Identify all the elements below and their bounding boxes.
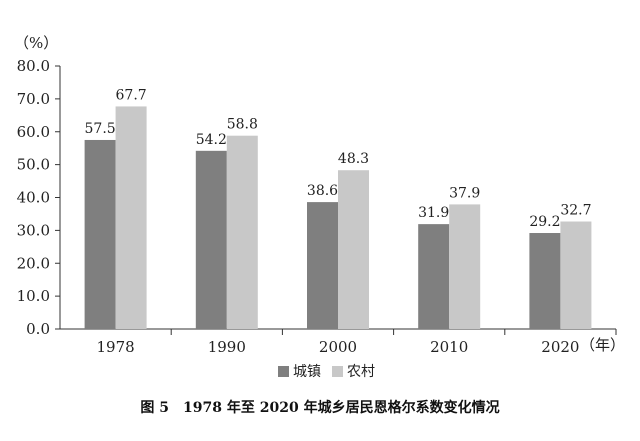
- data-label: 32.7: [560, 202, 591, 218]
- legend: 城镇 农村: [278, 364, 375, 380]
- legend-label: 城镇: [293, 364, 321, 380]
- y-tick-label: 60.0: [17, 123, 50, 141]
- legend-swatch-农村: [332, 366, 343, 377]
- bar-农村-1978: [115, 106, 147, 329]
- bar-农村-2000: [338, 170, 369, 329]
- bar-农村-2010: [449, 204, 481, 329]
- data-label: 48.3: [338, 151, 369, 167]
- bar-城镇-2010: [418, 224, 450, 329]
- y-tick-label: 40.0: [17, 189, 50, 207]
- y-tick-label: 20.0: [17, 254, 50, 272]
- data-label: 38.6: [307, 183, 338, 199]
- y-tick-label: 30.0: [17, 221, 50, 239]
- y-tick-label: 0.0: [26, 320, 50, 338]
- y-tick-label: 80.0: [17, 57, 50, 75]
- data-label: 58.8: [227, 117, 258, 133]
- bars-group: 57.5 67.7 54.258.8 38.648.3 31.937.9 29.232.7: [84, 87, 592, 329]
- chart-caption: 图 5 1978 年至 2020 年城乡居民恩格尔系数变化情况: [140, 399, 499, 416]
- data-label: 31.9: [418, 205, 449, 221]
- data-label: 57.5: [85, 121, 116, 137]
- bar-农村-1990: [226, 135, 258, 329]
- bar-城镇-1978: [84, 139, 116, 329]
- x-axis-ticks: 1978 1990 2000 2010 2020: [97, 329, 617, 356]
- bar-城镇-1990: [195, 150, 227, 329]
- x-tick-label: 2010: [430, 338, 468, 356]
- bar-农村-2020: [560, 221, 592, 329]
- data-label: 67.7: [116, 87, 147, 103]
- x-tick-label: 1990: [208, 338, 246, 356]
- y-tick-label: 50.0: [17, 156, 50, 174]
- x-tick-label: 2020: [541, 338, 579, 356]
- data-label: 54.2: [196, 132, 227, 148]
- x-tick-label: 1978: [97, 338, 135, 356]
- legend-label: 农村: [347, 364, 375, 380]
- bar-城镇-2000: [307, 202, 338, 329]
- y-axis-ticks: 0.0 10.0 20.0 30.0 40.0 50.0 60.0 70.0 80.0: [17, 57, 60, 338]
- y-axis-unit-label: （%）: [14, 34, 58, 52]
- watermark-text: @财经刘大亨: [546, 412, 630, 429]
- x-axis-unit-label: （年）: [580, 336, 625, 354]
- data-label: 37.9: [449, 185, 480, 201]
- y-tick-label: 10.0: [17, 287, 50, 305]
- x-tick-label: 2000: [319, 338, 357, 356]
- data-label: 29.2: [529, 214, 560, 230]
- bar-城镇-2020: [529, 233, 561, 329]
- y-tick-label: 70.0: [17, 90, 50, 108]
- legend-swatch-城镇: [278, 366, 289, 377]
